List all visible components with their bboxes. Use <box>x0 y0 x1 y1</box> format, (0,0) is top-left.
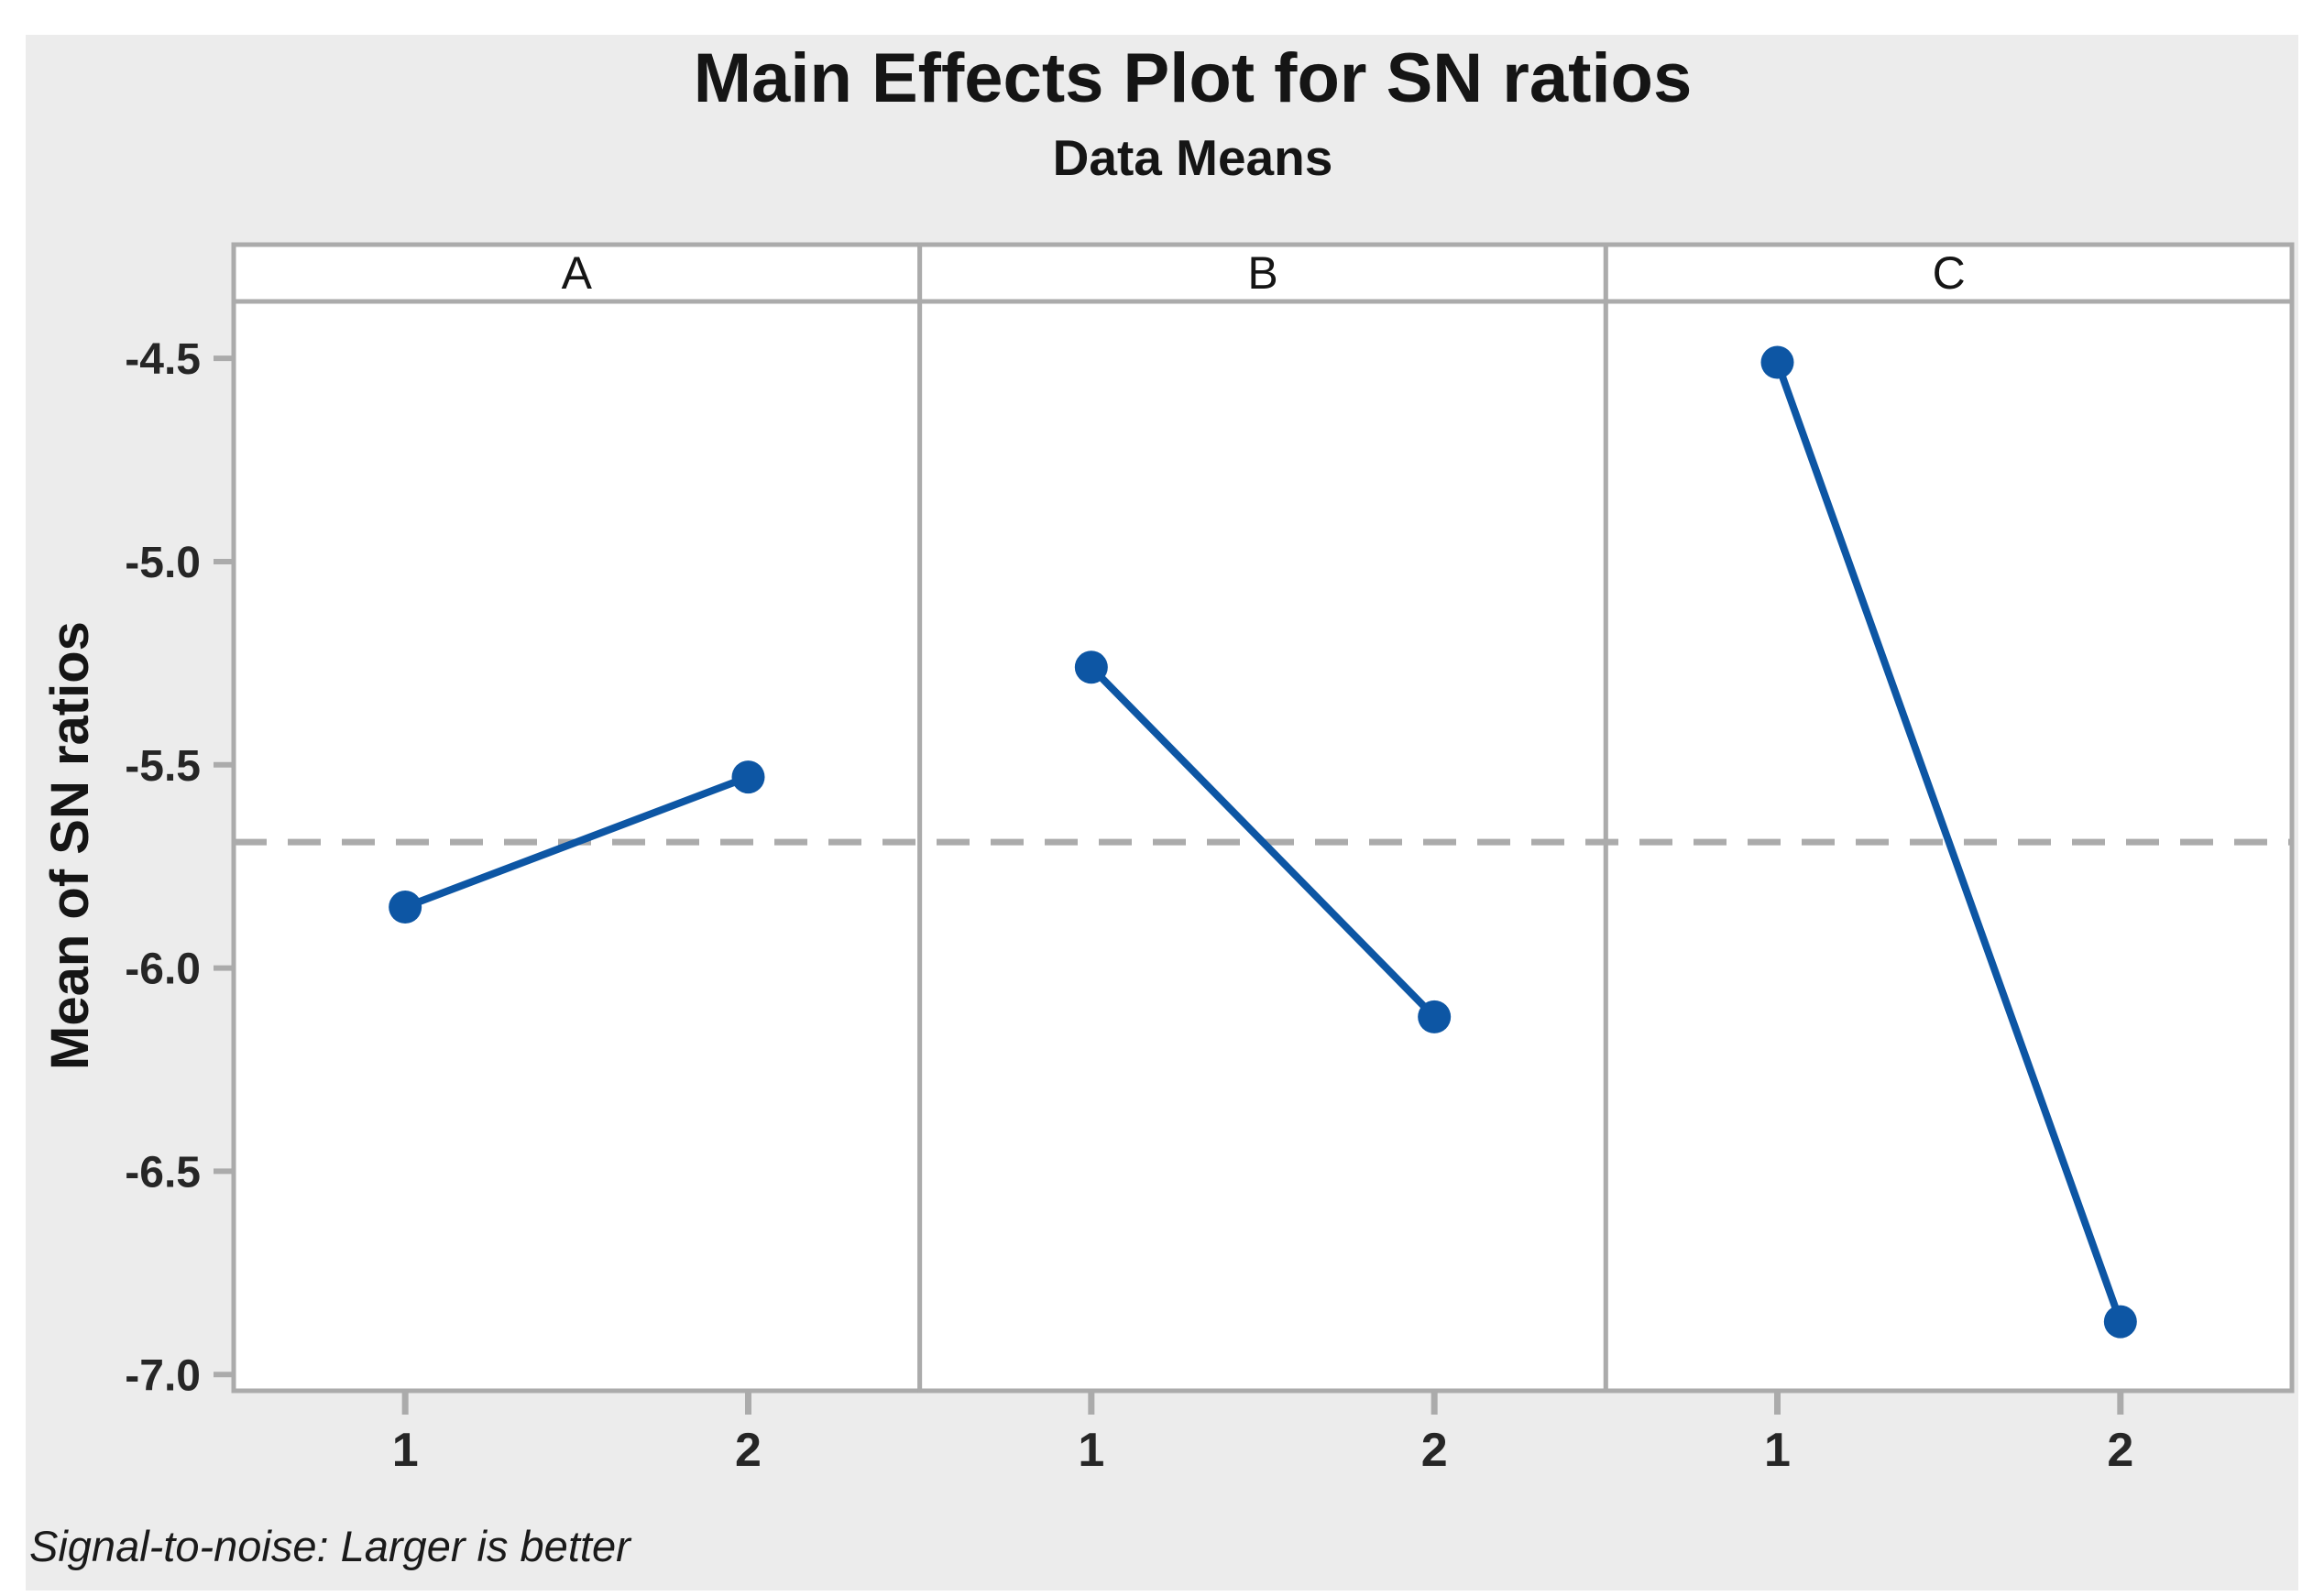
data-point <box>2103 1305 2137 1339</box>
y-axis-tick-label: -7.0 <box>125 1351 201 1400</box>
panel-header-cell <box>231 242 923 304</box>
data-point <box>731 760 765 794</box>
y-axis-tick-label: -6.5 <box>125 1148 201 1197</box>
series-line <box>1087 663 1439 1021</box>
data-point <box>1074 650 1108 684</box>
panel-area <box>917 299 1608 1394</box>
panel-header-cell <box>1603 242 2295 304</box>
panel-header-label: A <box>562 247 593 299</box>
panel-header-cell <box>917 242 1608 304</box>
series-line <box>401 773 752 912</box>
y-axis-tick-label: -4.5 <box>125 335 201 384</box>
y-axis-tick-label: -5.5 <box>125 742 201 791</box>
chart-subtitle: Data Means <box>1052 129 1333 186</box>
data-point <box>1760 345 1794 379</box>
x-axis-tick-label: 2 <box>735 1424 762 1477</box>
x-axis-tick-label: 1 <box>1764 1424 1791 1477</box>
panel-area <box>231 299 923 1394</box>
y-axis-tick-label: -5.0 <box>125 539 201 587</box>
y-axis-tick-label: -6.0 <box>125 946 201 994</box>
x-axis-tick-label: 2 <box>2107 1424 2133 1477</box>
panel-header-label: B <box>1247 247 1277 299</box>
x-axis-tick-label: 1 <box>1078 1424 1104 1477</box>
x-axis-tick-label: 1 <box>392 1424 419 1477</box>
series-line <box>1773 358 2124 1326</box>
data-point <box>389 891 422 924</box>
chart-title: Main Effects Plot for SN ratios <box>693 39 1693 117</box>
x-axis-tick-label: 2 <box>1421 1424 1448 1477</box>
panel-header-label: C <box>1933 247 1966 299</box>
data-point <box>1418 1000 1452 1033</box>
footnote-text: Signal-to-noise: Larger is better <box>29 1522 630 1570</box>
